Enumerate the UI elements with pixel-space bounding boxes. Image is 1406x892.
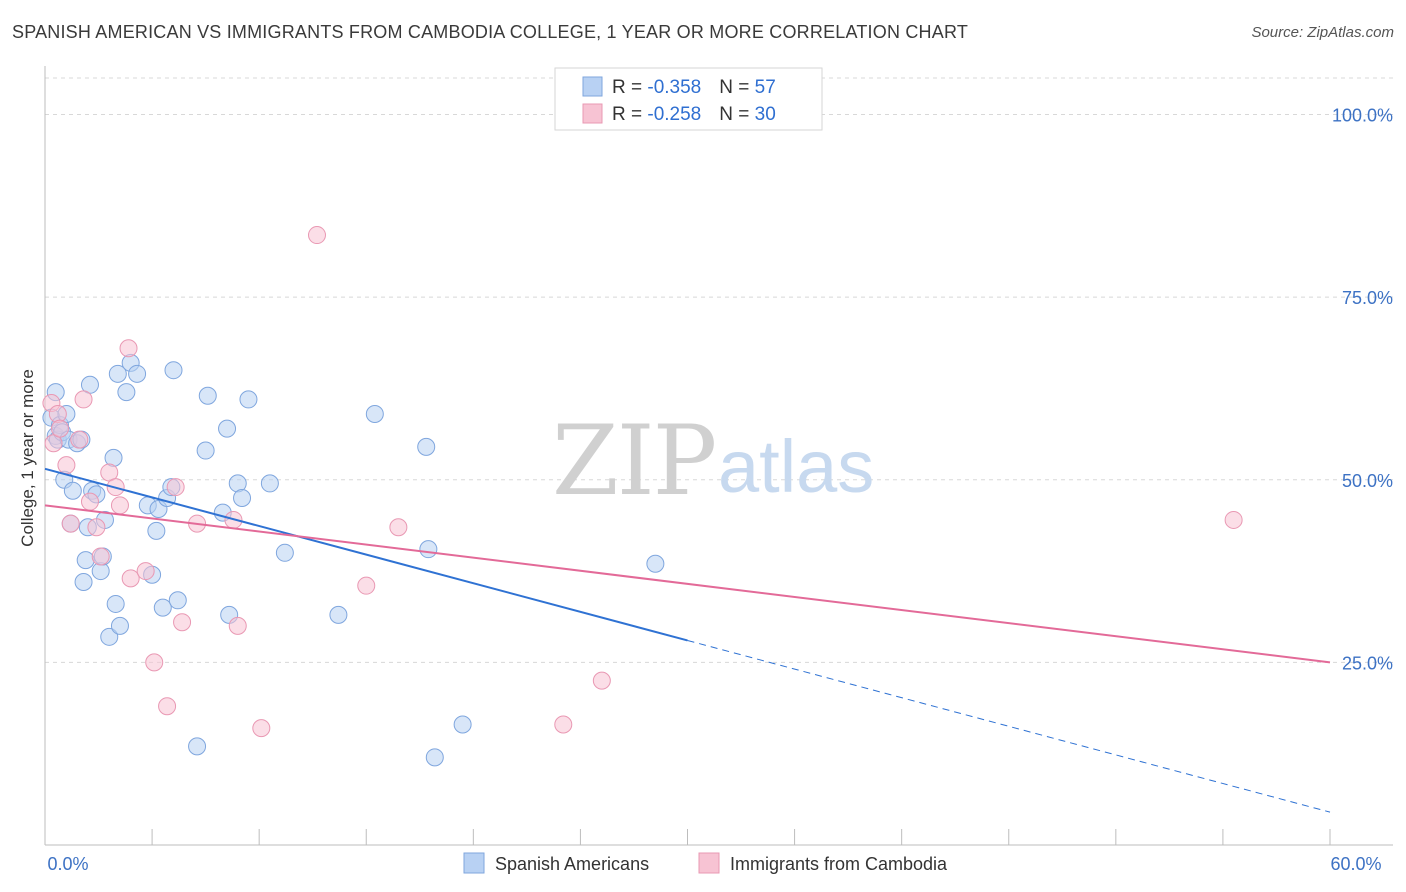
point-blue-26 — [110, 616, 129, 635]
axes-layer — [44, 66, 1393, 846]
point-blue-50 — [329, 605, 348, 624]
point-blue-51 — [365, 405, 384, 424]
point-blue-32 — [147, 521, 166, 540]
point-pink-6 — [70, 430, 89, 449]
point-pink-7 — [74, 390, 93, 409]
point-pink-3 — [50, 419, 69, 438]
point-blue-48 — [260, 474, 279, 493]
watermark-zip: ZIP — [552, 405, 715, 517]
point-pink-18 — [158, 697, 177, 716]
bottom-legend-label-blue: Spanish Americans — [495, 854, 649, 874]
x-tick-label-min: 0.0% — [47, 854, 88, 874]
point-pink-23 — [228, 616, 247, 635]
point-blue-49 — [275, 543, 294, 562]
labels-layer: College, 1 year or more 0.0% 60.0% 100.0… — [18, 106, 1393, 874]
y-axis-label: College, 1 year or more — [18, 369, 37, 547]
point-blue-43 — [218, 419, 237, 438]
point-pink-27 — [389, 518, 408, 537]
point-pink-25 — [307, 226, 326, 245]
grid-layer — [45, 77, 1393, 663]
point-blue-39 — [188, 737, 207, 756]
point-blue-55 — [453, 715, 472, 734]
top-legend: R = -0.358 N = 57 R = -0.258 N = 30 — [554, 67, 823, 131]
trend-line-blue-extension — [687, 639, 1331, 813]
point-blue-34 — [153, 598, 172, 617]
point-blue-40 — [196, 441, 215, 460]
point-blue-10 — [63, 481, 82, 500]
point-pink-5 — [61, 514, 80, 533]
trend-line-blue — [44, 467, 688, 642]
legend-swatch-pink — [582, 103, 603, 124]
point-blue-47 — [239, 390, 258, 409]
x-tick-label-max: 60.0% — [1330, 854, 1381, 874]
point-blue-37 — [164, 361, 183, 380]
point-pink-14 — [119, 339, 138, 358]
trend-layer — [44, 467, 1331, 813]
point-pink-24 — [252, 719, 271, 738]
y-tick-label-2: 50.0% — [1342, 471, 1393, 491]
point-pink-9 — [87, 518, 106, 537]
point-blue-38 — [168, 591, 187, 610]
point-pink-29 — [592, 671, 611, 690]
y-tick-label-1: 75.0% — [1342, 288, 1393, 308]
legend-row-1: R = -0.358 N = 57 — [612, 77, 776, 98]
point-blue-14 — [76, 551, 95, 570]
bottom-legend-swatch-pink — [698, 852, 720, 874]
point-blue-54 — [425, 748, 444, 767]
chart-source: Source: ZipAtlas.com — [1251, 24, 1394, 41]
bottom-legend-swatch-blue — [463, 852, 485, 874]
point-pink-20 — [173, 613, 192, 632]
point-blue-56 — [646, 554, 665, 573]
point-pink-4 — [57, 456, 76, 475]
legend-r-label-2: R = — [612, 104, 647, 125]
chart-title: SPANISH AMERICAN VS IMMIGRANTS FROM CAMB… — [12, 22, 969, 42]
point-blue-27 — [117, 383, 136, 402]
point-pink-26 — [357, 576, 376, 595]
legend-r-value-1: -0.358 — [647, 77, 701, 98]
legend-n-label-1: N = — [719, 77, 754, 98]
point-blue-41 — [198, 386, 217, 405]
legend-n-value-1: 57 — [755, 77, 776, 98]
point-pink-10 — [91, 547, 110, 566]
point-pink-30 — [1224, 510, 1243, 529]
point-blue-25 — [108, 364, 127, 383]
point-blue-46 — [233, 489, 252, 508]
point-pink-19 — [166, 478, 185, 497]
point-pink-13 — [110, 496, 129, 515]
point-pink-15 — [121, 569, 140, 588]
point-pink-17 — [145, 653, 164, 672]
point-pink-16 — [136, 562, 155, 581]
legend-swatch-blue — [582, 76, 603, 97]
legend-n-value-2: 30 — [755, 104, 776, 125]
legend-n-label-2: N = — [719, 104, 754, 125]
bottom-legend-label-pink: Immigrants from Cambodia — [730, 854, 948, 874]
legend-r-label-1: R = — [612, 77, 647, 98]
trend-line-pink — [44, 504, 1331, 664]
point-blue-13 — [74, 573, 93, 592]
y-tick-label-0: 100.0% — [1332, 106, 1393, 126]
legend-r-value-2: -0.258 — [647, 104, 701, 125]
point-blue-53 — [419, 540, 438, 559]
watermark-atlas: atlas — [718, 425, 874, 508]
point-blue-24 — [106, 594, 125, 613]
point-pink-8 — [80, 492, 99, 511]
point-blue-22 — [100, 627, 119, 646]
point-blue-29 — [128, 364, 147, 383]
y-tick-label-3: 25.0% — [1342, 653, 1393, 673]
points-layer — [42, 226, 1243, 767]
legend-row-2: R = -0.258 N = 30 — [612, 104, 776, 125]
watermark: ZIP atlas — [552, 405, 874, 517]
point-pink-28 — [554, 715, 573, 734]
point-blue-52 — [417, 437, 436, 456]
bottom-legend: Spanish Americans Immigrants from Cambod… — [463, 852, 948, 874]
